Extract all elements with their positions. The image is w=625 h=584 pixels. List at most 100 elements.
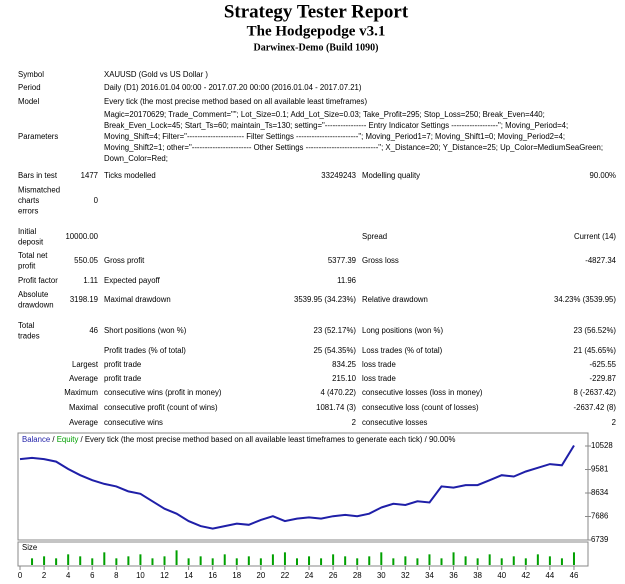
x-tick-label: 22	[281, 571, 290, 580]
parameter-line: Break_Even_Lock=45; Start_Ts=60; maintai…	[104, 121, 568, 130]
size-bar	[199, 556, 202, 565]
row-value: 4 (470.22)	[320, 388, 356, 397]
legend: Balance / Equity / Every tick (the most …	[22, 435, 455, 444]
size-bar	[283, 552, 286, 565]
legend-item: / Every tick (the most precise method ba…	[78, 435, 455, 444]
legend-item: /	[50, 435, 57, 444]
row-value: 2	[612, 418, 616, 427]
row-label: Model	[18, 97, 40, 106]
x-tick-label: 10	[136, 571, 145, 580]
x-tick-label: 40	[497, 571, 506, 580]
size-bar	[115, 558, 118, 565]
row-label: Initial	[18, 227, 36, 236]
y-tick-label: 6739	[591, 535, 608, 544]
size-bar	[247, 556, 250, 565]
x-tick-label: 38	[473, 571, 482, 580]
row-text: consecutive loss (count of losses)	[362, 403, 479, 412]
x-tick-label: 24	[305, 571, 314, 580]
row-value: 3198.19	[70, 295, 98, 304]
row-text: consecutive wins (profit in money)	[104, 388, 222, 397]
row-value: 550.05	[74, 256, 99, 265]
row-text: consecutive losses (loss in money)	[362, 388, 483, 397]
row-text: profit trade	[104, 360, 141, 369]
size-bar	[55, 558, 58, 565]
size-bar	[368, 556, 371, 565]
size-bar	[452, 552, 455, 565]
row-value: -229.87	[590, 374, 616, 383]
size-bar	[476, 558, 479, 565]
row-value: 25 (54.35%)	[314, 346, 357, 355]
row-value: 1081.74 (3)	[316, 403, 356, 412]
size-bar	[103, 552, 106, 565]
row-text: profit trade	[104, 374, 141, 383]
size-bar	[344, 556, 347, 565]
balance-line	[19, 444, 575, 530]
size-bar	[428, 554, 431, 565]
parameter-line: Moving_Shift2=1; other="----------------…	[104, 143, 603, 152]
row-value: 3539.95 (34.23%)	[294, 295, 356, 304]
row-label: Symbol	[18, 70, 44, 79]
row-text: Ticks modelled	[104, 171, 156, 180]
size-bar	[67, 554, 70, 565]
row-text: consecutive wins	[104, 418, 163, 427]
size-bar	[332, 554, 335, 565]
size-bar	[211, 558, 214, 565]
size-bar	[235, 558, 238, 565]
row-value: 90.00%	[590, 171, 617, 180]
size-bar	[151, 558, 154, 565]
x-tick-label: 30	[377, 571, 386, 580]
parameter-line: Magic=20170629; Trade_Comment=""; Lot_Si…	[104, 110, 545, 119]
row-text: Largest	[72, 360, 99, 369]
row-text: Profit trades (% of total)	[104, 346, 186, 355]
row-text: Every tick (the most precise method base…	[104, 97, 367, 106]
row-value: 11.96	[337, 276, 356, 285]
row-value: 0	[94, 196, 99, 205]
row-text: consecutive losses	[362, 418, 428, 427]
y-tick-label: 10528	[591, 441, 613, 450]
row-text: consecutive profit (count of wins)	[104, 403, 218, 412]
x-tick-label: 4	[66, 571, 71, 580]
row-label: trades	[18, 331, 40, 340]
x-tick-label: 34	[425, 571, 434, 580]
size-bar	[175, 550, 178, 565]
row-label: Total net	[18, 251, 48, 260]
size-bar	[223, 554, 226, 565]
x-tick-label: 26	[329, 571, 338, 580]
size-bar	[416, 558, 419, 565]
x-tick-label: 8	[114, 571, 118, 580]
row-text: Long positions (won %)	[362, 326, 443, 335]
row-value: 10000.00	[65, 232, 98, 241]
row-label: Bars in test	[18, 171, 58, 180]
x-tick-label: 14	[184, 571, 193, 580]
size-bar	[139, 554, 142, 565]
parameter-line: Down_Color=Red;	[104, 154, 168, 163]
row-value: 34.23% (3539.95)	[554, 295, 616, 304]
row-text: Maximal	[69, 403, 98, 412]
size-bar	[356, 558, 359, 565]
x-tick-label: 42	[521, 571, 530, 580]
x-tick-label: 46	[570, 571, 579, 580]
x-tick-label: 2	[42, 571, 46, 580]
row-label: Profit factor	[18, 276, 58, 285]
x-tick-label: 6	[90, 571, 94, 580]
size-bar	[560, 558, 563, 565]
row-value: -4827.34	[585, 256, 616, 265]
size-bar	[440, 558, 443, 565]
size-bar	[524, 558, 527, 565]
row-text: loss trade	[362, 360, 396, 369]
size-label: Size	[22, 543, 37, 552]
row-value: 46	[89, 326, 98, 335]
row-text: Gross profit	[104, 256, 145, 265]
row-value: 2	[352, 418, 356, 427]
row-label: deposit	[18, 237, 44, 246]
row-text: XAUUSD (Gold vs US Dollar )	[104, 70, 208, 79]
size-bar	[295, 558, 298, 565]
row-label: Period	[18, 83, 41, 92]
row-value: 1.11	[83, 276, 98, 285]
row-value: 21 (45.65%)	[574, 346, 617, 355]
size-bar	[187, 558, 190, 565]
row-text: Daily (D1) 2016.01.04 00:00 - 2017.07.20…	[104, 83, 362, 92]
row-value: Current (14)	[574, 232, 616, 241]
